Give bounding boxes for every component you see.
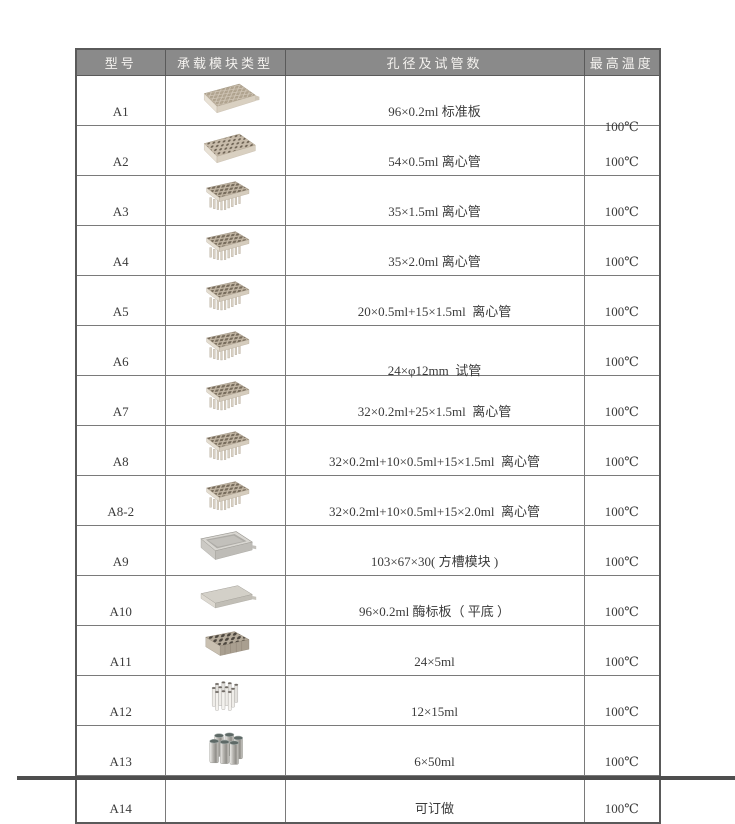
max-temp-label: 100℃ bbox=[604, 653, 639, 669]
max-temp-label: 100℃ bbox=[604, 603, 639, 619]
max-temp-label: 100℃ bbox=[604, 503, 639, 519]
spec-label: 12×15ml bbox=[410, 703, 459, 719]
module-image bbox=[166, 276, 285, 325]
module-image bbox=[166, 426, 285, 475]
max-temp-label: 100℃ bbox=[604, 453, 639, 469]
square-trough-module-image bbox=[200, 531, 257, 560]
spec-label: 32×0.2ml+10×0.5ml+15×1.5ml 离心管 bbox=[328, 453, 541, 469]
module-image bbox=[166, 126, 285, 175]
tube-block-image bbox=[206, 431, 250, 461]
table-row: A12 12×15ml 100℃ bbox=[75, 675, 661, 726]
table-row: A8-2 32×0.2ml+10×0.5ml+15×2.0ml 离心管 100℃ bbox=[75, 475, 661, 526]
tube-block-image bbox=[206, 481, 250, 511]
max-temp-label: 100℃ bbox=[604, 153, 639, 169]
table-body: A1 96×0.2ml 标准板 100℃ A2 54×0.5ml 离心管 100… bbox=[75, 75, 661, 824]
col-header-max-temp: 最高温度 bbox=[583, 48, 661, 76]
module-image bbox=[166, 526, 285, 575]
spec-label: 6×50ml bbox=[414, 753, 455, 769]
module-image bbox=[166, 821, 285, 822]
standard-plate-96-image bbox=[203, 83, 260, 114]
max-temp-label: 100℃ bbox=[604, 753, 639, 769]
module-image bbox=[166, 76, 285, 125]
tube-block-image bbox=[206, 331, 250, 361]
module-image bbox=[166, 676, 285, 725]
col-header-spec: 孔径及试管数 bbox=[284, 48, 585, 76]
spec-label: 35×2.0ml 离心管 bbox=[388, 253, 481, 269]
col-header-module-type: 承载模块类型 bbox=[164, 48, 286, 76]
spec-table: 型号 承载模块类型 孔径及试管数 最高温度 A1 96×0.2ml 标准板 10… bbox=[75, 48, 661, 824]
spec-label: 35×1.5ml 离心管 bbox=[388, 203, 481, 219]
spec-label: 20×0.5ml+15×1.5ml 离心管 bbox=[357, 303, 512, 319]
table-row: A4 35×2.0ml 离心管 100℃ bbox=[75, 225, 661, 276]
max-temp-label: 100℃ bbox=[604, 553, 639, 569]
module-image bbox=[166, 626, 285, 675]
model-label: A3 bbox=[112, 203, 129, 219]
tube-block-image bbox=[206, 281, 250, 311]
tube-block-image bbox=[206, 231, 250, 261]
table-row: A10 96×0.2ml 酶标板（ 平底 ） 100℃ bbox=[75, 575, 661, 626]
table-row: A6 24×φ12mm 试管 100℃ bbox=[75, 325, 661, 377]
model-label: A13 bbox=[109, 753, 132, 769]
round-hole-block-image bbox=[205, 631, 250, 656]
spec-label: 96×0.2ml 酶标板（ 平底 ） bbox=[358, 603, 511, 619]
max-temp-label: 100℃ bbox=[604, 118, 639, 134]
module-image bbox=[166, 326, 285, 375]
module-image bbox=[166, 726, 285, 775]
header-row: 型号 承载模块类型 孔径及试管数 最高温度 bbox=[75, 48, 661, 76]
module-image bbox=[166, 576, 285, 625]
spec-label: 可订做 bbox=[414, 800, 454, 816]
model-label: A4 bbox=[112, 253, 129, 269]
model-label: A14 bbox=[109, 800, 132, 816]
spec-label: 32×0.2ml+25×1.5ml 离心管 bbox=[357, 403, 512, 419]
model-label: A8 bbox=[112, 453, 129, 469]
max-temp-label: 100℃ bbox=[604, 800, 639, 816]
table-row: A2 54×0.5ml 离心管 100℃ bbox=[75, 125, 661, 176]
model-label: A9 bbox=[112, 553, 129, 569]
table-row: A8 32×0.2ml+10×0.5ml+15×1.5ml 离心管 100℃ bbox=[75, 425, 661, 476]
model-label: A1 bbox=[112, 103, 129, 119]
model-label: A11 bbox=[109, 653, 132, 669]
model-label: A6 bbox=[112, 353, 129, 369]
module-image bbox=[166, 226, 285, 275]
model-label: A5 bbox=[112, 303, 129, 319]
col-header-model: 型号 bbox=[75, 48, 166, 76]
model-label: A8-2 bbox=[107, 503, 135, 519]
centrifuge-plate-image bbox=[203, 133, 256, 164]
table-row: A14 可订做 100℃ bbox=[75, 775, 661, 824]
spec-label: 24×φ12mm 试管 bbox=[387, 362, 482, 378]
spec-label: 103×67×30( 方槽模块 ) bbox=[370, 553, 499, 569]
max-temp-label: 100℃ bbox=[604, 253, 639, 269]
model-label: A10 bbox=[109, 603, 132, 619]
model-label: A2 bbox=[112, 153, 129, 169]
table-row: A9 103×67×30( 方槽模块 ) 100℃ bbox=[75, 525, 661, 576]
tube-block-image bbox=[206, 181, 250, 211]
spec-label: 32×0.2ml+10×0.5ml+15×2.0ml 离心管 bbox=[328, 503, 541, 519]
max-temp-label: 100℃ bbox=[604, 303, 639, 319]
thin-tubes-image bbox=[211, 681, 239, 711]
max-temp-label: 100℃ bbox=[604, 203, 639, 219]
spec-label: 24×5ml bbox=[414, 653, 455, 669]
spec-label: 54×0.5ml 离心管 bbox=[388, 153, 481, 169]
tube-block-image bbox=[206, 381, 250, 411]
module-image bbox=[166, 476, 285, 525]
model-label: A12 bbox=[109, 703, 132, 719]
spec-label: 96×0.2ml 标准板 bbox=[388, 103, 481, 119]
thick-tubes-image bbox=[209, 732, 244, 765]
module-image bbox=[166, 176, 285, 225]
table-row: A13 6×50ml 100℃ bbox=[75, 725, 661, 776]
module-image bbox=[166, 376, 285, 425]
table-row: A3 35×1.5ml 离心管 100℃ bbox=[75, 175, 661, 226]
page-bottom-edge bbox=[17, 776, 735, 780]
max-temp-label: 100℃ bbox=[604, 703, 639, 719]
max-temp-label: 100℃ bbox=[604, 403, 639, 419]
table-row: A11 24×5ml 100℃ bbox=[75, 625, 661, 676]
max-temp-label: 100℃ bbox=[604, 353, 639, 369]
model-label: A7 bbox=[112, 403, 129, 419]
table-row: A7 32×0.2ml+25×1.5ml 离心管 100℃ bbox=[75, 375, 661, 426]
table-row: A5 20×0.5ml+15×1.5ml 离心管 100℃ bbox=[75, 275, 661, 326]
table-row: A1 96×0.2ml 标准板 100℃ bbox=[75, 75, 661, 133]
flat-plate-image bbox=[200, 585, 257, 609]
